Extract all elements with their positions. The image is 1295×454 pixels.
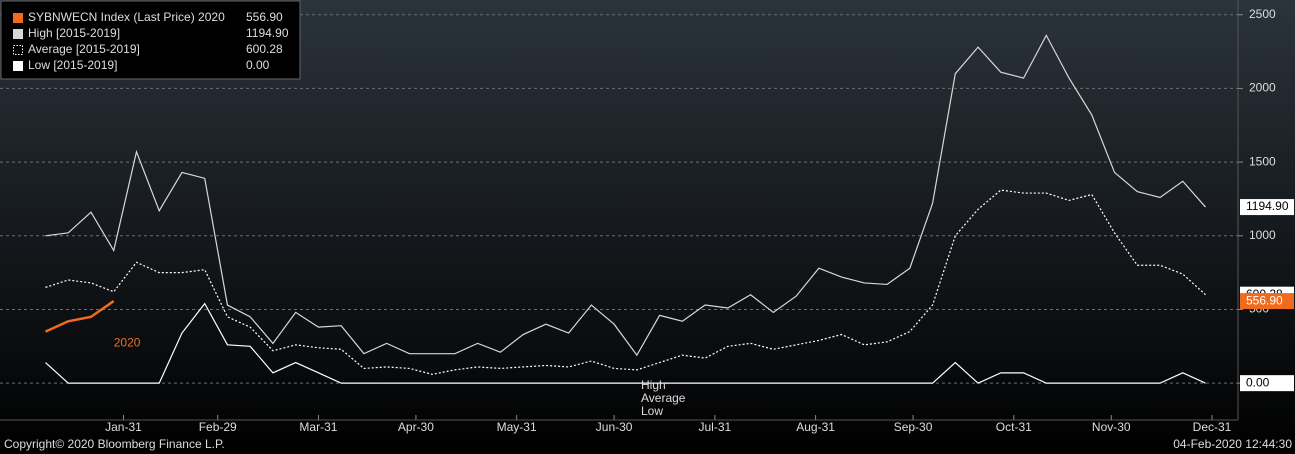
- annotation: 2020: [114, 336, 141, 350]
- plot-area: 05001000150020002500Jan-31Feb-29Mar-31Ap…: [0, 7, 1276, 434]
- y-tick-label: 1500: [1249, 154, 1276, 168]
- series-line: [44, 300, 115, 333]
- value-tag: [1240, 199, 1294, 216]
- legend-value: 1194.90: [246, 26, 289, 40]
- legend-value: 600.28: [246, 42, 283, 56]
- value-tag-label: 1194.90: [1246, 199, 1289, 213]
- overlay-label: Low: [641, 404, 663, 418]
- legend: [0, 0, 301, 80]
- legend-label: High [2015-2019]: [28, 26, 120, 40]
- legend-swatch: [13, 45, 23, 55]
- legend-value: 0.00: [246, 58, 270, 72]
- x-tick-label: Jul-31: [699, 420, 732, 434]
- series-line: [45, 302, 1206, 384]
- legend-swatch: [13, 13, 23, 23]
- x-tick-label: Mar-31: [299, 420, 337, 434]
- overlay-label: High: [641, 378, 666, 392]
- x-tick-label: Dec-31: [1193, 420, 1232, 434]
- y-tick-label: 2000: [1249, 81, 1276, 95]
- x-tick-label: Oct-31: [996, 420, 1032, 434]
- x-tick-label: Feb-29: [199, 420, 237, 434]
- value-tag-label: 0.00: [1246, 375, 1270, 389]
- series-line: [45, 189, 1206, 375]
- legend-items: SYBNWECN Index (Last Price) 2020 556.90 Hi…: [13, 10, 289, 72]
- legend-value: 556.90: [246, 10, 283, 24]
- value-tag: [1240, 293, 1294, 310]
- x-tick-label: Jan-31: [105, 420, 142, 434]
- value-tag-label: 556.90: [1246, 293, 1283, 307]
- x-tick-label: Sep-30: [894, 420, 933, 434]
- x-tick-label: Apr-30: [398, 420, 434, 434]
- x-tick-label: Jun-30: [596, 420, 633, 434]
- overlay-label: Average: [641, 391, 686, 405]
- y-tick-label: 1000: [1249, 228, 1276, 242]
- x-tick-label: May-31: [497, 420, 537, 434]
- x-tick-label: Nov-30: [1092, 420, 1131, 434]
- x-tick-label: Aug-31: [796, 420, 835, 434]
- legend-label: Average [2015-2019]: [28, 42, 140, 56]
- series-line: [45, 34, 1206, 357]
- value-tag: [1240, 375, 1294, 392]
- legend-label: SYBNWECN Index (Last Price) 2020: [28, 10, 225, 24]
- y-tick-label: 2500: [1249, 7, 1276, 21]
- legend-label: Low [2015-2019]: [28, 58, 117, 72]
- legend-swatch: [13, 29, 23, 39]
- timestamp: 04-Feb-2020 12:44:30: [1173, 437, 1292, 451]
- copyright: Copyright© 2020 Bloomberg Finance L.P.: [4, 437, 225, 451]
- legend-swatch: [13, 61, 23, 71]
